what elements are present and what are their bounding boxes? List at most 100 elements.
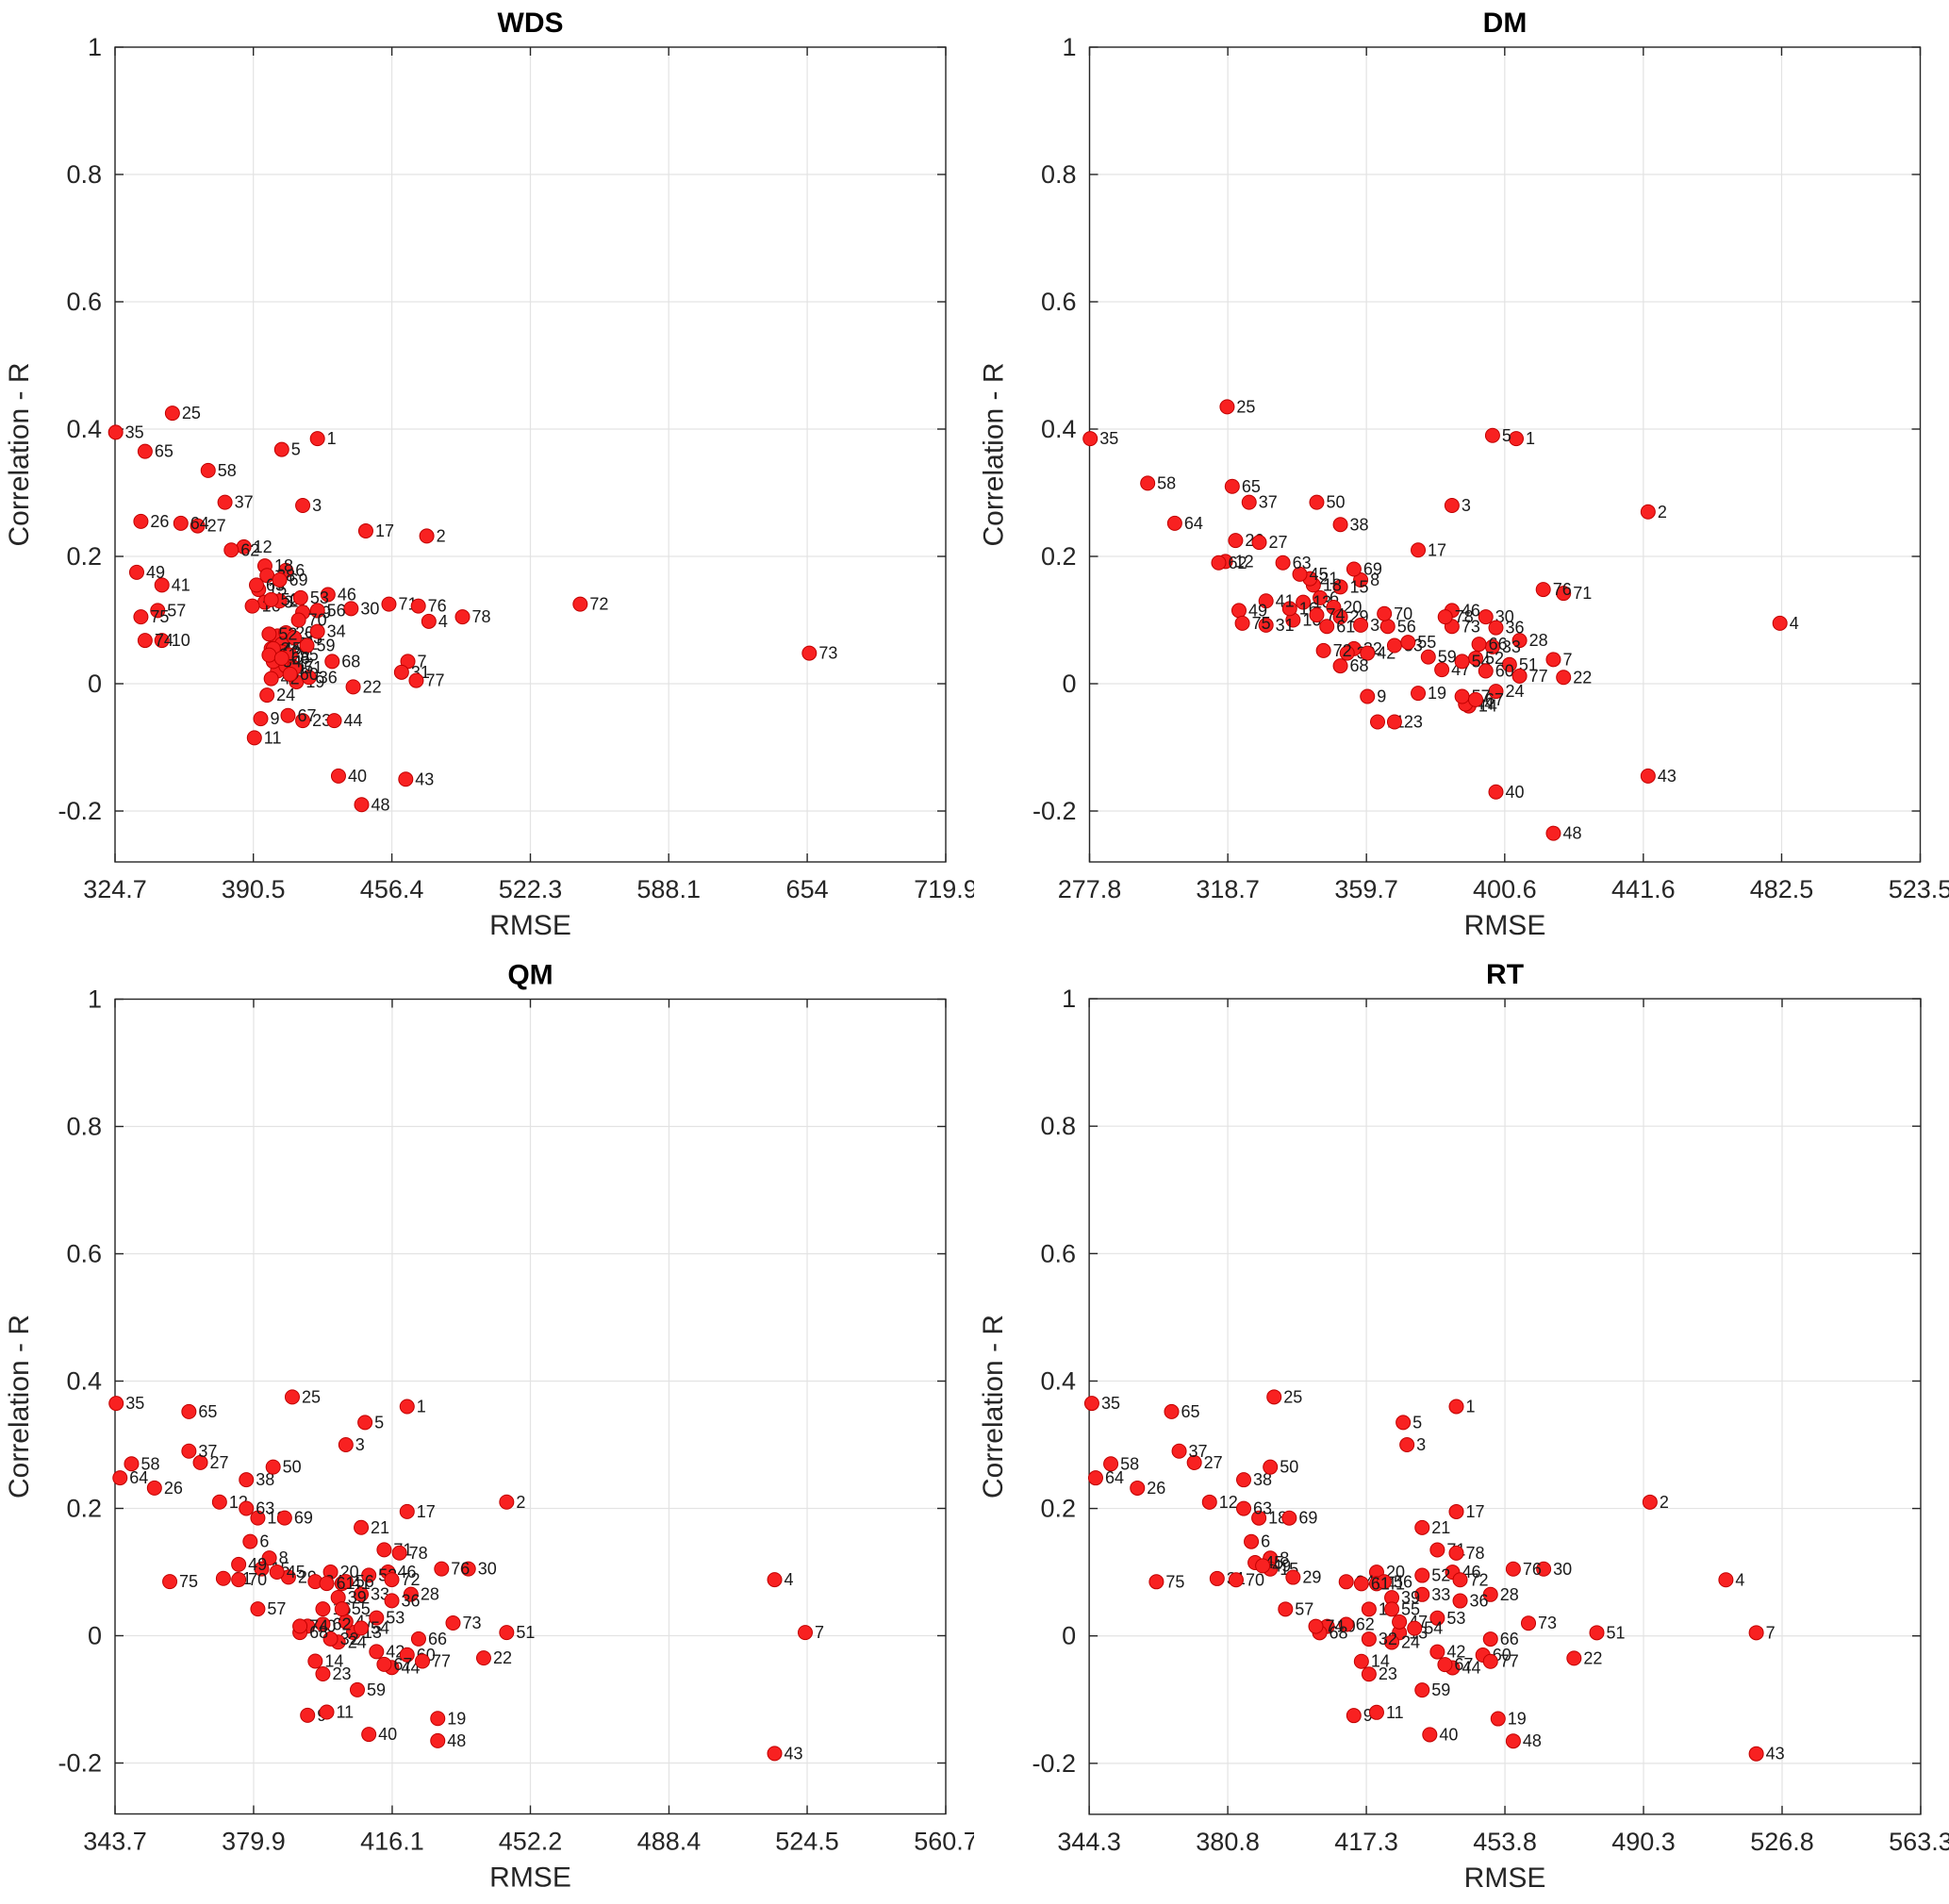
data-point-61 [261,647,277,663]
data-point-label: 4 [438,612,448,631]
data-point-label: 1 [417,1398,426,1416]
data-point-47 [1392,1614,1408,1630]
data-point-label: 50 [1280,1458,1298,1477]
data-point-52 [1414,1567,1430,1583]
data-point-72 [572,596,588,612]
data-point-59 [1414,1682,1430,1698]
data-point-label: 27 [210,1453,229,1472]
data-point-label: 50 [1326,493,1345,512]
data-point-61 [1319,619,1335,635]
x-tick-label: 524.5 [775,1828,839,1856]
y-tick-label: -0.2 [58,1749,102,1778]
data-point-label: 72 [1470,1570,1489,1589]
data-point-label: 42 [1446,1643,1465,1662]
data-point-label: 37 [198,1442,217,1461]
data-point-72 [1315,642,1331,658]
data-point-label: 45 [1310,565,1329,584]
data-point-50 [1263,1459,1279,1475]
data-point-64 [1087,1470,1103,1486]
y-tick-label: -0.2 [1032,1749,1077,1778]
data-point-label: 67 [393,1655,412,1674]
data-point-label: 54 [371,1618,389,1637]
data-point-label: 7 [418,652,427,671]
data-point-9 [1360,688,1376,704]
x-tick-label: 359.7 [1334,875,1398,903]
data-point-label: 43 [1766,1745,1785,1763]
data-point-label: 75 [1252,614,1271,633]
data-point-66 [410,1631,426,1647]
data-point-label: 21 [371,1518,389,1537]
data-point-22 [1556,670,1572,686]
data-point-32 [1361,1631,1377,1647]
data-point-label: 68 [1330,1623,1348,1642]
data-point-label: 61 [337,1574,355,1593]
data-point-57 [150,603,166,619]
data-point-label: 3 [312,496,322,515]
data-point-55 [1384,1601,1400,1617]
data-point-48 [1505,1733,1521,1749]
data-point-54 [1454,654,1470,670]
data-point-label: 7 [815,1623,824,1642]
x-axis-label: RMSE [1464,910,1546,941]
data-point-30 [460,1561,476,1577]
data-point-36 [1452,1593,1468,1609]
data-point-label: 26 [164,1479,183,1498]
data-point-28 [1511,633,1528,649]
data-point-label: 23 [312,711,331,730]
y-tick-label: 0.4 [66,1367,102,1396]
data-point-label: 48 [1523,1731,1542,1750]
data-point-61 [1353,1576,1369,1592]
data-point-label: 76 [451,1560,470,1579]
data-point-77 [415,1653,431,1669]
data-point-27 [192,1454,208,1470]
data-point-label: 46 [1462,601,1480,620]
data-point-70 [1377,605,1393,621]
x-tick-label: 343.7 [83,1828,147,1856]
data-point-label: 60 [1495,662,1514,681]
data-point-label: 57 [1295,1599,1313,1618]
data-point-16 [1361,1601,1377,1617]
data-point-35 [107,424,124,440]
data-point-label: 64 [1105,1468,1124,1487]
data-point-label: 2 [437,526,446,545]
data-point-label: 67 [1454,1655,1473,1674]
data-point-label: 17 [1466,1502,1485,1521]
data-point-label: 9 [1377,687,1386,706]
data-point-5 [273,441,289,457]
x-tick-label: 324.7 [83,875,147,903]
data-point-64 [112,1470,128,1486]
data-point-5 [357,1415,373,1431]
data-point-2 [419,528,435,544]
data-point-69 [276,1510,292,1526]
y-tick-label: 1 [1062,985,1076,1013]
data-point-label: 1 [1526,429,1535,448]
data-point-34 [1353,617,1369,633]
data-point-69 [1281,1510,1297,1526]
data-point-label: 69 [294,1509,313,1528]
data-points: 1234567891011121314151617181920212223242… [107,404,837,814]
chart-title: RT [1486,959,1525,990]
data-point-49 [1231,603,1247,619]
y-tick-label: 0.8 [66,160,102,189]
data-point-label: 32 [1379,1630,1397,1648]
data-point-label: 39 [1401,1588,1420,1607]
data-point-50 [1309,494,1325,510]
data-point-65 [1224,478,1240,494]
data-point-label: 49 [1272,1556,1291,1575]
chart-title: DM [1483,8,1528,39]
data-point-51 [1589,1625,1605,1641]
y-axis-label: Correlation - R [4,362,35,546]
data-point-3 [295,498,311,513]
data-point-22 [475,1650,491,1666]
data-point-label: 63 [256,1499,274,1518]
data-point-48 [430,1732,446,1748]
data-point-31 [1258,617,1274,633]
data-point-label: 78 [1455,607,1474,626]
data-point-label: 70 [248,1570,267,1589]
data-point-25 [164,406,180,422]
data-point-label: 70 [308,611,327,630]
data-point-label: 2 [1658,503,1667,522]
data-point-label: 37 [1189,1442,1208,1461]
data-point-73 [1521,1615,1537,1631]
data-point-28 [1482,1586,1498,1602]
